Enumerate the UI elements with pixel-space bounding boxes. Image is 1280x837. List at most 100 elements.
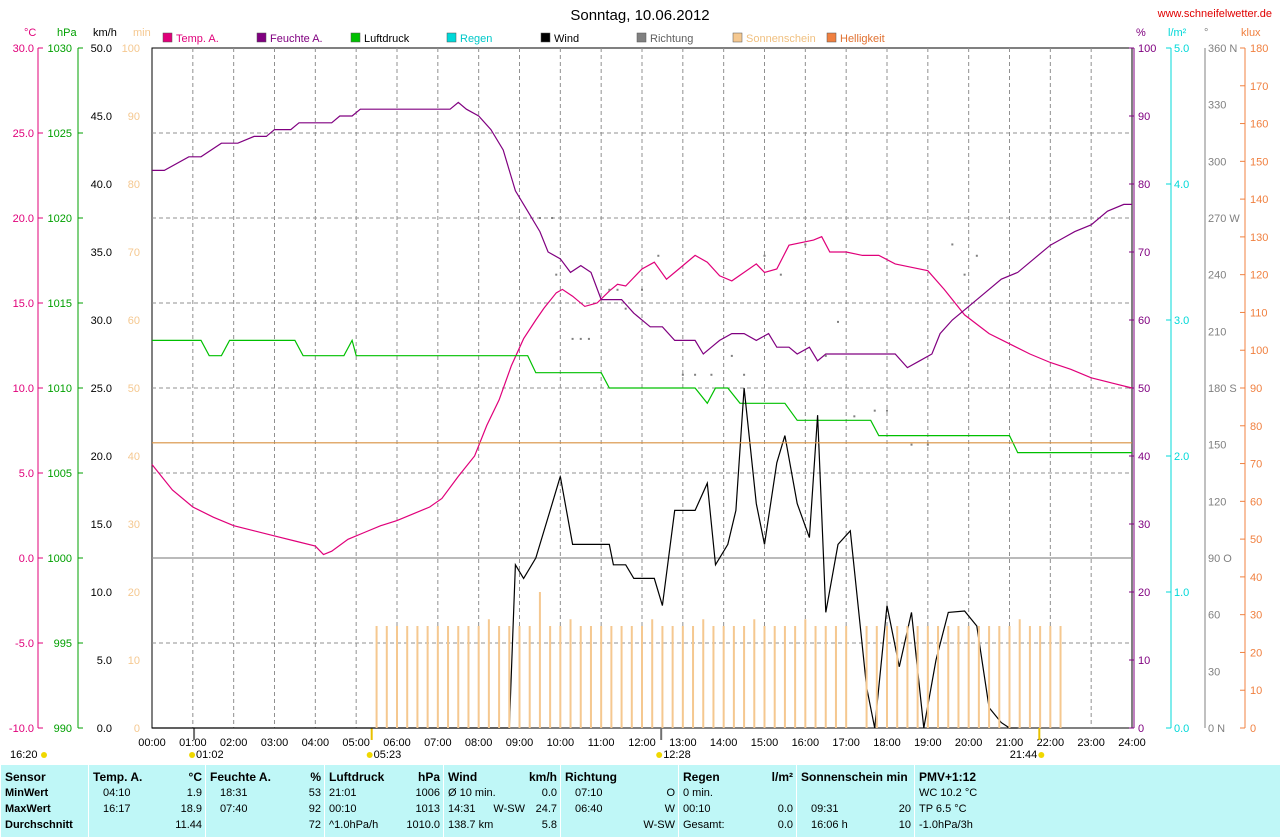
stats-cell: 18:31 53 — [210, 785, 321, 801]
stats-table: Sensor MinWert MaxWert Durchschnitt Temp. A.… — [0, 765, 1280, 837]
direction-point — [538, 217, 541, 219]
axis-tick-label: 100 — [1250, 345, 1268, 357]
stats-header: Luftdruck hPa — [329, 769, 440, 785]
stats-value: 1006 — [415, 787, 440, 799]
axis-unit-label: hPa — [57, 27, 77, 39]
sun-icon — [656, 752, 663, 758]
stats-value: 1.9 — [186, 787, 202, 799]
stats-time: TP 6.5 °C — [919, 803, 967, 815]
direction-point — [951, 243, 954, 246]
sunrise-label: 16:20 — [10, 749, 38, 761]
axis-tick-label: 100 — [122, 43, 140, 55]
axis-tick-label: 15.0 — [91, 519, 112, 531]
axis-tick-label: 30 — [1208, 666, 1220, 678]
axis-tick-label: 240 — [1208, 270, 1226, 282]
axis-tick-label: 50.0 — [91, 43, 112, 55]
stats-time: 00:10 — [329, 803, 357, 815]
axis-unit-label: klux — [1241, 27, 1261, 39]
axis-tick-label: 60 — [1138, 315, 1150, 327]
direction-point — [657, 254, 660, 257]
series-line-luftdruck — [152, 338, 1132, 454]
stats-cell: MinWert — [5, 785, 85, 801]
stats-time: ^1.0hPa/h — [329, 819, 379, 831]
stats-header-label: Richtung — [565, 770, 617, 784]
axis-tick-label: 0.0 — [97, 723, 112, 735]
x-tick-label: 10:00 — [547, 737, 575, 749]
stats-header: Sensor — [5, 769, 85, 785]
axis-tick-label: 1030 — [48, 43, 72, 55]
axis-tick-label: 330 — [1208, 100, 1226, 112]
stats-cell: 138.7 km 5.8 — [448, 817, 557, 833]
axis-tick-label: 4.0 — [1174, 179, 1189, 191]
axis-tick-label: 210 — [1208, 326, 1226, 338]
x-marker-label: 01:02 — [196, 749, 224, 761]
axis-tick-label: 20 — [1250, 647, 1262, 659]
legend-swatch — [540, 32, 551, 43]
x-tick-label: 09:00 — [506, 737, 534, 749]
stats-cell: -1.0hPa/3h — [919, 817, 1029, 833]
stats-cell: 21:01 1006 — [329, 785, 440, 801]
axis-tick-label: 15.0 — [13, 298, 34, 310]
x-tick-label: 06:00 — [383, 737, 411, 749]
website-label: www.schneifelwetter.de — [1157, 8, 1272, 20]
stats-value: 24.7 — [535, 803, 557, 815]
axis-tick-label: 60 — [1250, 496, 1262, 508]
stats-time: 09:31 — [811, 803, 839, 815]
x-tick-label: 13:00 — [669, 737, 697, 749]
x-tick-label: 02:00 — [220, 737, 248, 749]
x-tick-label: 14:00 — [710, 737, 738, 749]
axis-tick-label: 10 — [1250, 685, 1262, 697]
stats-time: 16:06 h — [811, 819, 848, 831]
stats-cell: 09:31 20 — [801, 801, 911, 817]
x-tick-label: 21:00 — [996, 737, 1024, 749]
x-tick-label: 11:00 — [588, 737, 615, 749]
stats-value: 20 — [898, 803, 911, 815]
axis-unit-label: % — [1136, 27, 1146, 39]
stats-cell: 00:10 1013 — [329, 801, 440, 817]
legend-swatch — [162, 32, 173, 43]
direction-point — [963, 273, 966, 276]
stats-header-label: Luftdruck — [329, 770, 385, 784]
axis-tick-label: 40 — [1138, 451, 1150, 463]
axis-tick-label: 80 — [1250, 421, 1262, 433]
axis-tick-label: 1010 — [48, 383, 72, 395]
axis-tick-label: 1020 — [48, 213, 72, 225]
x-marker-label: 05:23 — [374, 749, 402, 761]
stats-value: 53 — [308, 787, 321, 799]
stats-cell — [801, 785, 911, 801]
stats-time: 07:40 — [220, 803, 248, 815]
direction-point — [926, 443, 929, 446]
axis-unit-label: °C — [24, 27, 36, 39]
legend-label: Luftdruck — [364, 33, 410, 45]
stats-time: 00:10 — [683, 803, 711, 815]
axis-tick-label: 110 — [1250, 307, 1268, 319]
axis-tick-label: 80 — [128, 179, 140, 191]
stats-row-label: MinWert — [5, 787, 49, 799]
sun-icon — [366, 752, 373, 758]
axis-unit-label: l/m² — [1168, 27, 1187, 39]
axis-tick-label: 60 — [1208, 610, 1220, 622]
axis-tick-label: 20 — [128, 587, 140, 599]
axis-tick-label: 1005 — [48, 468, 72, 480]
weather-chart: Sonntag, 10.06.2012 www.schneifelwetter.d… — [9, 7, 1272, 761]
x-tick-label: 12:00 — [628, 737, 656, 749]
axis-tick-label: 80 — [1138, 179, 1150, 191]
stats-cell: 16:06 h 10 — [801, 817, 911, 833]
direction-point — [681, 373, 684, 376]
axis-tick-label: 30 — [128, 519, 140, 531]
axis-tick-label: 140 — [1250, 194, 1268, 206]
stats-cell: 07:40 92 — [210, 801, 321, 817]
stats-header-label: Regen — [683, 770, 720, 784]
x-tick-label: 19:00 — [914, 737, 942, 749]
axis-tick-label: 30 — [1138, 519, 1150, 531]
stats-header-unit: hPa — [417, 770, 440, 784]
axis-tick-label: 70 — [1138, 247, 1150, 259]
axis-unit-label: min — [133, 27, 151, 39]
stats-header: Sonnenschein min — [801, 769, 911, 785]
direction-point — [853, 415, 856, 418]
stats-header-unit: km/h — [528, 770, 557, 784]
axis-tick-label: 270 W — [1208, 213, 1240, 225]
axis-tick-label: 0 — [1250, 723, 1256, 735]
axis-tick-label: 160 — [1250, 119, 1268, 131]
axis-tick-label: 150 — [1208, 440, 1226, 452]
